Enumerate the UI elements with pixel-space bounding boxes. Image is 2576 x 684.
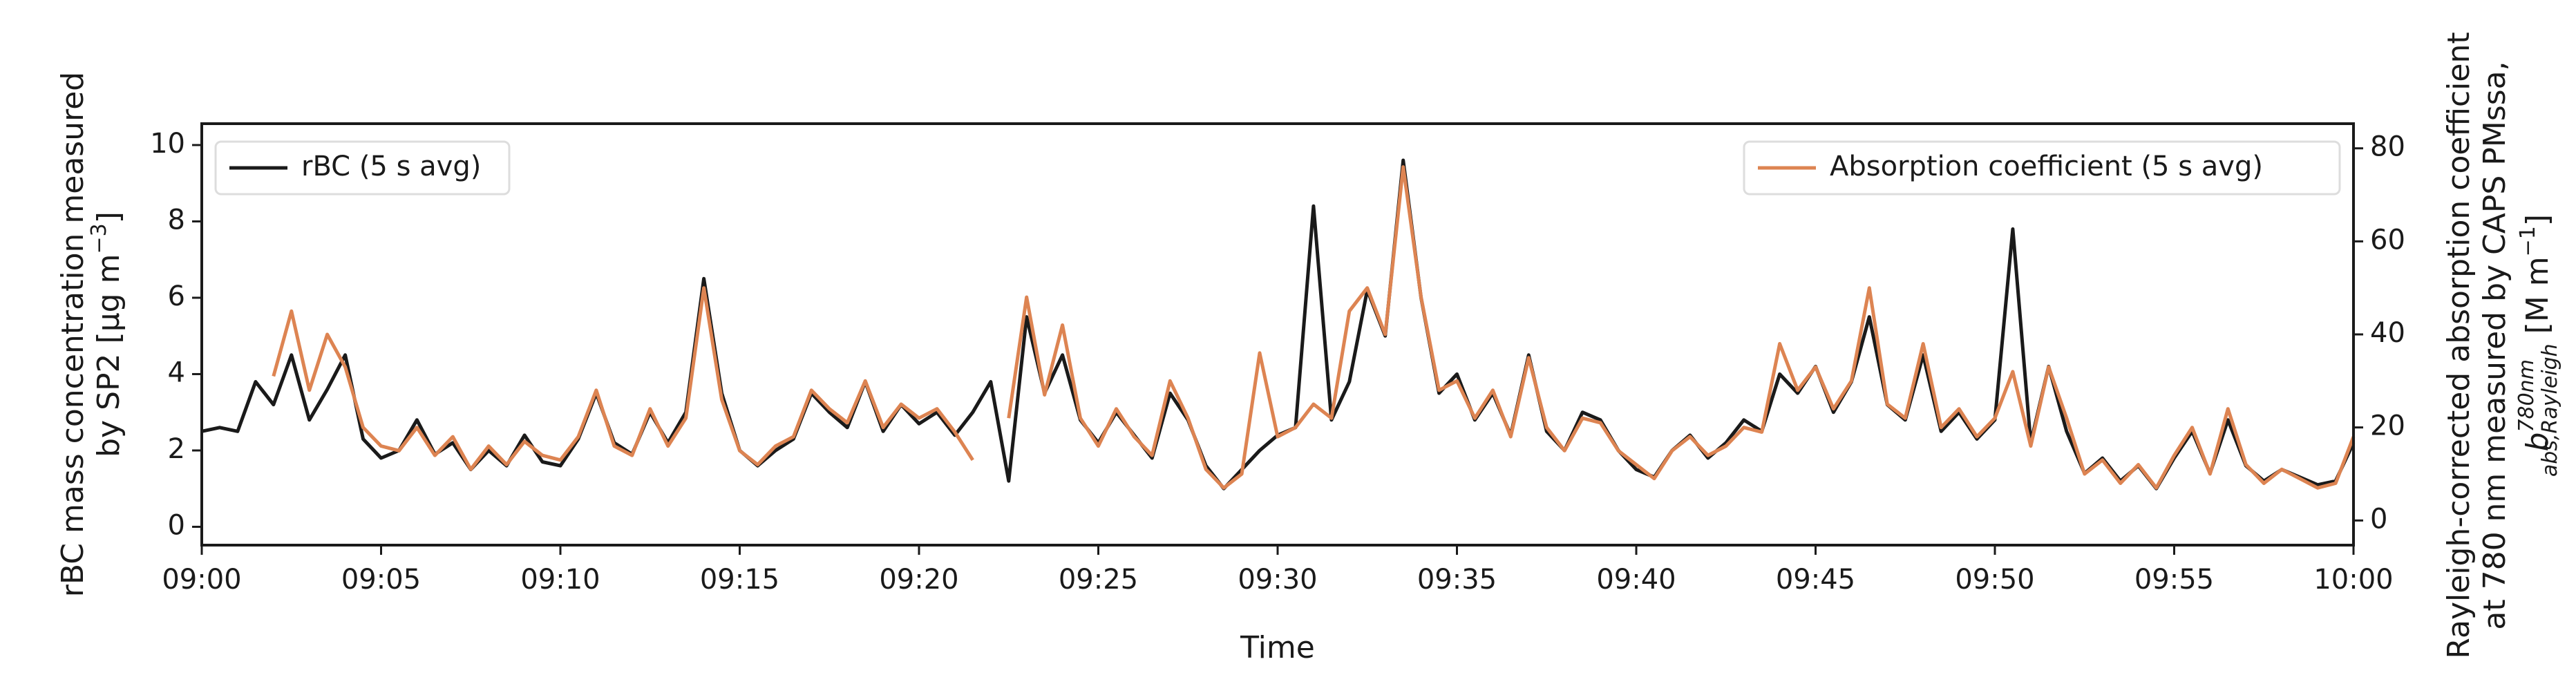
legend: rBC (5 s avg) [214,140,511,196]
legend-box [214,140,511,196]
y-axis-label-part: by SP2 [μg m [91,254,126,457]
y-axis-label-sup: −3 [87,223,111,254]
y-tick-label: 0 [168,509,185,541]
legend-box [1743,140,2341,196]
y2-tick-label: 60 [2370,224,2405,256]
y2-axis-label: b780nmabs,Rayleigh [M m−1] [2515,214,2562,477]
series-line [272,165,2356,490]
x-tick-label: 09:40 [1596,564,1676,596]
y-tick-label: 6 [168,281,185,312]
legend: Absorption coefficient (5 s avg) [1743,140,2341,196]
y-tick-label: 4 [168,357,185,388]
y2-tick-label: 80 [2370,131,2405,163]
x-tick-label: 09:45 [1776,564,1855,596]
y2-tick-label: 40 [2370,317,2405,349]
x-tick-label: 09:50 [1955,564,2034,596]
x-tick-label: 09:55 [2134,564,2214,596]
y-tick-label: 8 [168,204,185,236]
legend-label: rBC (5 s avg) [301,151,481,182]
unit: [M m [2520,256,2555,334]
legend-label: Absorption coefficient (5 s avg) [1830,151,2263,182]
plot-frame [200,122,2355,547]
symbol: b [2520,433,2555,452]
x-tick-label: 10:00 [2313,564,2393,596]
x-axis-label: Time [1240,630,1315,665]
x-tick-label: 09:20 [879,564,958,596]
y-axis-label: rBC mass concentration measured [55,72,91,597]
x-tick-label: 09:25 [1059,564,1138,596]
y2-tick-label: 20 [2370,410,2405,442]
x-tick-label: 09:35 [1417,564,1497,596]
x-tick-label: 09:15 [700,564,779,596]
x-tick-label: 09:30 [1238,564,1317,596]
y-axis-label: by SP2 [μg m−3] [87,211,127,457]
symbol-sub: abs,Rayleigh [2538,343,2562,477]
y2-tick-label: 0 [2370,503,2387,535]
y2-axis-label: at 780 nm measured by CAPS PMssa, [2477,61,2512,629]
unit-sup: −1 [2516,226,2540,256]
x-tick-label: 09:05 [341,564,421,596]
x-tick-label: 09:00 [162,564,241,596]
x-tick-label: 09:10 [520,564,600,596]
y2-axis-label: Rayleigh-corrected absorption coefficien… [2441,32,2476,658]
symbol-sup: 780nm [2515,359,2539,433]
y-tick-label: 2 [168,433,185,465]
unit: ] [2520,214,2555,226]
y-tick-label: 10 [150,128,185,160]
y-axis-label-part: ] [91,211,126,223]
